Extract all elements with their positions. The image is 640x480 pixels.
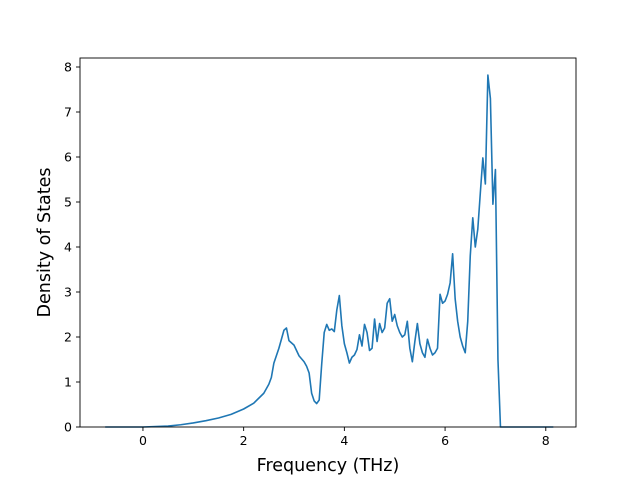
- y-tick-label: 8: [64, 60, 72, 75]
- axes-frame: [79, 57, 577, 428]
- dos-series-line: [105, 74, 554, 428]
- x-tick-label: 6: [441, 433, 449, 448]
- y-tick-label: 2: [64, 330, 72, 345]
- y-tick-label: 4: [64, 240, 72, 255]
- x-tick-label: 8: [542, 433, 550, 448]
- y-tick-label: 7: [64, 105, 72, 120]
- plot-area: [79, 57, 577, 428]
- y-axis-label: Density of States: [35, 168, 55, 318]
- y-tick-label: 3: [64, 285, 72, 300]
- x-tick-label: 0: [139, 433, 147, 448]
- x-tick-label: 4: [340, 433, 348, 448]
- x-axis-ticks: 0 2 4 6 8: [139, 427, 550, 448]
- x-axis-label: Frequency (THz): [257, 456, 400, 476]
- y-axis-ticks: 0 1 2 3 4 5 6 7 8: [64, 60, 80, 435]
- y-tick-label: 0: [64, 420, 72, 435]
- y-tick-label: 5: [64, 195, 72, 210]
- y-tick-label: 1: [64, 375, 72, 390]
- y-tick-label: 6: [64, 150, 72, 165]
- x-tick-label: 2: [240, 433, 248, 448]
